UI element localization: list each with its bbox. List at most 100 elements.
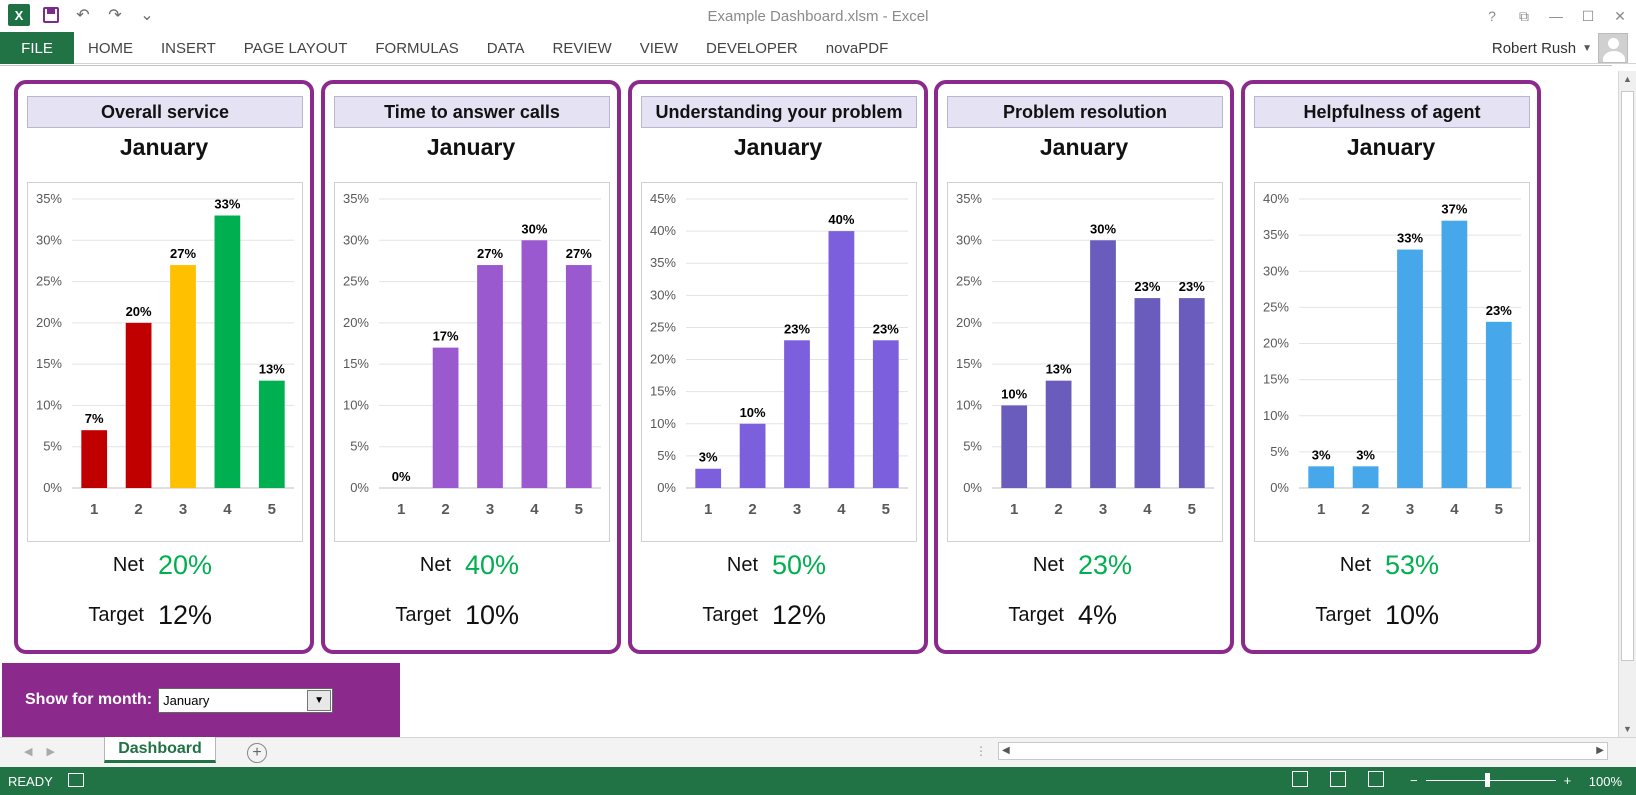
month-dropdown[interactable]: January ▼ bbox=[158, 687, 334, 713]
bar[interactable] bbox=[1045, 380, 1072, 488]
avatar[interactable] bbox=[1598, 33, 1628, 63]
y-tick-label: 0% bbox=[963, 480, 982, 495]
x-tick-label: 5 bbox=[268, 501, 276, 518]
scroll-down-icon[interactable]: ▼ bbox=[1623, 724, 1632, 734]
horizontal-scrollbar[interactable]: ◀ ▶ bbox=[998, 742, 1608, 760]
data-label: 23% bbox=[1486, 303, 1512, 318]
net-row: Net 23% bbox=[938, 550, 1230, 581]
y-tick-label: 20% bbox=[36, 315, 62, 330]
net-value: 40% bbox=[465, 550, 520, 580]
redo-button[interactable]: ↷ bbox=[108, 7, 122, 24]
bar-chart[interactable]: 0% 5% 10% 15% 20% 25% 30% 35% 10% 1 13% 2 30% 3 23% 4 23… bbox=[947, 182, 1223, 542]
y-tick-label: 5% bbox=[657, 448, 676, 463]
bar[interactable] bbox=[1441, 220, 1468, 489]
zoom-out-button[interactable]: − bbox=[1410, 773, 1418, 788]
month-selector-panel: Show for month: January ▼ bbox=[2, 663, 400, 737]
tab-novapdf[interactable]: novaPDF bbox=[825, 39, 889, 57]
bar[interactable] bbox=[214, 215, 241, 488]
bar[interactable] bbox=[1090, 240, 1116, 488]
bar[interactable] bbox=[1397, 249, 1423, 488]
card-month: January bbox=[426, 134, 516, 160]
x-tick-label: 4 bbox=[1143, 501, 1152, 518]
page-layout-view-icon[interactable] bbox=[1330, 771, 1346, 787]
zoom-level[interactable]: 100% bbox=[1588, 774, 1622, 789]
page-break-view-icon[interactable] bbox=[1368, 771, 1384, 787]
bar[interactable] bbox=[125, 322, 152, 488]
bar[interactable] bbox=[1352, 466, 1379, 488]
net-label: Net bbox=[112, 554, 144, 576]
scroll-left-icon[interactable]: ◀ bbox=[1002, 745, 1010, 756]
sheet-nav-arrows-icon[interactable]: ◀▶ bbox=[24, 746, 69, 758]
bar[interactable] bbox=[872, 340, 899, 488]
x-tick-label: 1 bbox=[90, 501, 98, 518]
bar[interactable] bbox=[739, 423, 766, 488]
bar[interactable] bbox=[1308, 466, 1335, 488]
vertical-scroll-thumb[interactable] bbox=[1621, 91, 1634, 661]
dropdown-arrow-icon[interactable]: ▼ bbox=[307, 689, 332, 711]
x-tick-label: 1 bbox=[397, 501, 405, 518]
scroll-right-icon[interactable]: ▶ bbox=[1596, 745, 1604, 756]
excel-logo-icon: X bbox=[8, 4, 30, 26]
close-button[interactable]: ✕ bbox=[1614, 7, 1626, 24]
data-label: 10% bbox=[1001, 386, 1027, 401]
sheet-tab-dashboard[interactable]: Dashboard bbox=[104, 737, 216, 763]
tab-review[interactable]: REVIEW bbox=[552, 39, 612, 57]
card-month: January bbox=[733, 134, 823, 160]
x-tick-label: 5 bbox=[1495, 501, 1503, 518]
zoom-slider-knob[interactable] bbox=[1484, 773, 1490, 787]
bar[interactable] bbox=[521, 240, 548, 488]
bar[interactable] bbox=[258, 380, 285, 488]
zoom-slider[interactable] bbox=[1425, 773, 1556, 787]
y-tick-label: 35% bbox=[36, 191, 62, 206]
y-tick-label: 25% bbox=[956, 274, 982, 289]
tab-page-layout[interactable]: PAGE LAYOUT bbox=[243, 39, 348, 57]
bar[interactable] bbox=[1178, 298, 1205, 488]
help-button[interactable]: ? bbox=[1488, 8, 1496, 24]
ribbon-display-button[interactable]: ⧉ bbox=[1519, 7, 1529, 24]
tab-developer[interactable]: DEVELOPER bbox=[706, 39, 798, 57]
maximize-button[interactable]: ☐ bbox=[1581, 7, 1595, 24]
bar[interactable] bbox=[695, 468, 722, 488]
bar[interactable] bbox=[828, 231, 855, 488]
zoom-in-button[interactable]: + bbox=[1563, 773, 1572, 788]
tab-insert[interactable]: INSERT bbox=[161, 39, 216, 57]
x-tick-label: 3 bbox=[486, 501, 494, 518]
add-sheet-button[interactable]: + bbox=[247, 743, 267, 763]
bar[interactable] bbox=[432, 347, 459, 488]
y-tick-label: 0% bbox=[350, 480, 369, 495]
customize-qat-button[interactable]: ⌄ bbox=[140, 7, 154, 24]
bar[interactable] bbox=[81, 430, 108, 488]
user-account[interactable]: Robert Rush ▼ bbox=[1492, 32, 1628, 64]
macro-record-icon[interactable] bbox=[68, 773, 84, 787]
data-label: 3% bbox=[1356, 447, 1375, 462]
undo-button[interactable]: ↶ bbox=[76, 7, 90, 24]
tab-data[interactable]: DATA bbox=[486, 39, 525, 57]
bar[interactable] bbox=[565, 265, 592, 488]
bar[interactable] bbox=[170, 265, 196, 488]
bar-chart[interactable]: 0% 5% 10% 15% 20% 25% 30% 35% 40% 3% 1 3% 2 33% 3 37% 4 2… bbox=[1254, 182, 1530, 542]
bar[interactable] bbox=[1485, 321, 1512, 488]
tab-home[interactable]: HOME bbox=[88, 39, 133, 57]
bar[interactable] bbox=[477, 265, 503, 488]
minimize-button[interactable]: — bbox=[1549, 8, 1563, 24]
data-label: 7% bbox=[85, 411, 104, 426]
window-title: Example Dashboard.xlsm - Excel bbox=[707, 8, 929, 25]
normal-view-icon[interactable] bbox=[1292, 771, 1308, 787]
bar-chart[interactable]: 0% 5% 10% 15% 20% 25% 30% 35% 0% 1 17% 2 27% 3 30% 4 27%… bbox=[334, 182, 610, 542]
vertical-scrollbar[interactable]: ▲ ▼ bbox=[1618, 71, 1636, 737]
tab-formulas[interactable]: FORMULAS bbox=[375, 39, 459, 57]
bar[interactable] bbox=[784, 340, 810, 488]
quick-access-toolbar: X ↶ ↷ ⌄ bbox=[8, 4, 158, 26]
tab-view[interactable]: VIEW bbox=[639, 39, 679, 57]
x-tick-label: 5 bbox=[1188, 501, 1196, 518]
save-button[interactable] bbox=[40, 4, 62, 26]
bar-chart[interactable]: 0% 5% 10% 15% 20% 25% 30% 35% 7% 1 20% 2 27% 3 33% 4 13%… bbox=[27, 182, 303, 542]
bar[interactable] bbox=[1001, 405, 1028, 488]
card-title: Overall service bbox=[27, 96, 303, 128]
tab-file[interactable]: FILE bbox=[0, 32, 74, 64]
split-handle-icon[interactable]: ⋮ bbox=[975, 744, 987, 758]
y-tick-label: 10% bbox=[650, 416, 676, 431]
bar-chart[interactable]: 0% 5% 10% 15% 20% 25% 30% 35% 40% 45% 3% 1 10% 2 23% 3 4… bbox=[641, 182, 917, 542]
bar[interactable] bbox=[1134, 298, 1161, 488]
scroll-up-icon[interactable]: ▲ bbox=[1623, 74, 1632, 84]
